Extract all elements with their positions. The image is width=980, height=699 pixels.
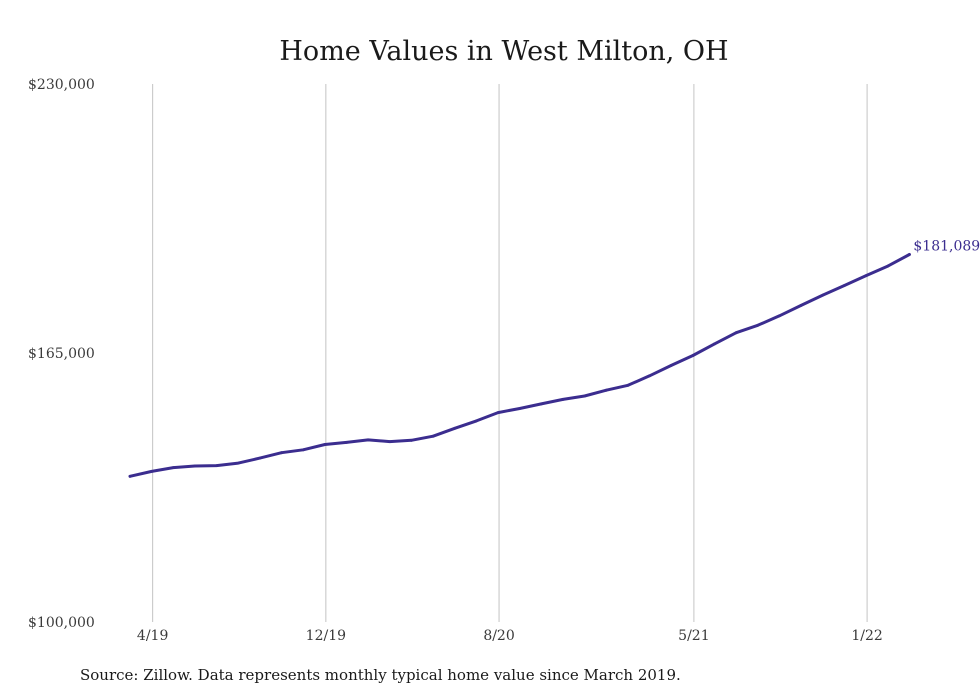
data-point [496,411,500,414]
x-tick-label: 4/19 [137,628,168,644]
data-point [799,304,803,307]
data-point [821,293,825,297]
x-tick-label: 1/22 [851,628,882,644]
chart-title: Home Values in West Milton, OH [279,36,728,67]
data-point [128,474,132,478]
data-point [236,461,240,465]
y-tick-label: $165,000 [28,346,95,362]
data-point [583,394,586,398]
data-point [366,438,370,442]
data-point [301,448,305,452]
x-tick-label: 8/20 [483,628,514,644]
data-point [518,407,522,410]
data-point [864,274,868,277]
data-point [843,284,846,287]
data-point [150,470,154,473]
y-tick-label: $100,000 [28,615,95,631]
source-note: Source: Zillow. Data represents monthly … [80,666,681,684]
data-point [323,443,327,446]
data-point [388,440,392,443]
series-line [128,253,911,478]
data-point [691,354,695,357]
end-value-label: $181,089 [913,239,980,255]
axis-labels: 4/19 12/19 8/20 5/21 1/22 $230,000 $165,000 $10… [28,77,883,644]
data-point [171,466,175,469]
data-point [215,464,219,467]
data-point [561,398,565,401]
data-point [908,253,911,256]
data-point [193,464,197,468]
data-point [648,374,651,378]
data-point [604,388,608,392]
gridlines [152,84,868,622]
data-point [345,441,348,444]
data-point [258,456,262,460]
data-point [539,402,543,406]
data-point [734,331,738,335]
x-tick-label: 5/21 [678,628,709,644]
data-point [713,342,716,346]
x-tick-label: 12/19 [306,628,346,644]
data-point [886,264,890,268]
data-point [410,438,413,442]
data-point [280,451,283,455]
data-point [756,323,760,327]
y-tick-label: $230,000 [28,77,95,93]
data-point [778,314,781,318]
series: $181,089 [128,239,980,478]
data-point [453,426,457,430]
data-point [431,434,435,438]
data-point [475,419,478,423]
data-point [669,364,673,367]
data-point [626,383,630,387]
